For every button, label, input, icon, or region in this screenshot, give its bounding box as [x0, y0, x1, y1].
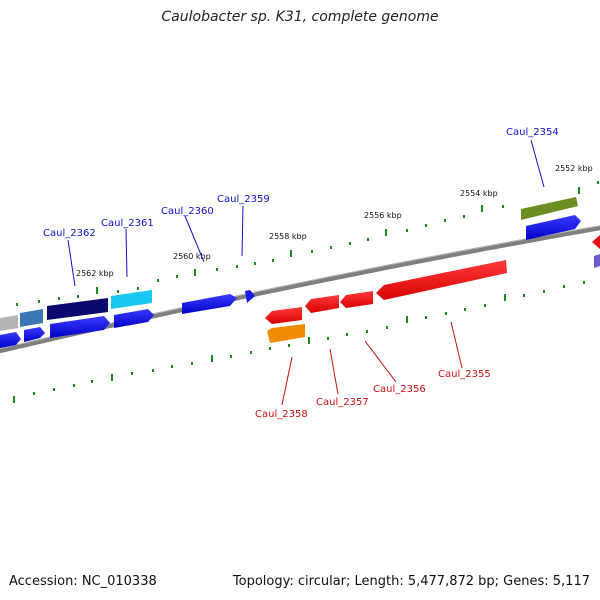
gene-label-forward[interactable]: Caul_2359: [217, 194, 270, 205]
gene-label-forward[interactable]: Caul_2362: [43, 228, 96, 239]
gene-label-reverse[interactable]: Caul_2358: [255, 409, 308, 420]
tick-label: 2552 kbp: [555, 164, 593, 173]
gene-arrow[interactable]: [24, 327, 45, 342]
gene-arrow[interactable]: [594, 254, 600, 268]
gene-arrow[interactable]: [245, 290, 255, 303]
outer-tick-ring: [16, 181, 599, 306]
reverse-genes: [265, 260, 507, 343]
tick-label: 2560 kbp: [173, 252, 211, 261]
gene-arrow[interactable]: [376, 260, 507, 300]
gene-arrow[interactable]: [182, 294, 237, 314]
gene-label-reverse[interactable]: Caul_2356: [373, 384, 426, 395]
forward-genes-row2: [0, 215, 600, 348]
gene-arrow[interactable]: [521, 197, 578, 220]
map-title: Caulobacter sp. K31, complete genome: [161, 9, 439, 25]
tick-label: 2558 kbp: [269, 232, 307, 241]
accession-text: Accession: NC_010338: [9, 574, 157, 589]
gene-arrow[interactable]: [0, 332, 21, 348]
gene-arrow[interactable]: [20, 309, 43, 327]
gene-label-reverse[interactable]: Caul_2355: [438, 369, 491, 380]
gene-label-forward[interactable]: Caul_2360: [161, 206, 214, 217]
gene-arrow[interactable]: [265, 307, 302, 324]
gene-arrow[interactable]: [0, 315, 18, 331]
gene-arrow[interactable]: [267, 324, 305, 343]
forward-gene-labels: [67, 139, 545, 287]
gene-arrow[interactable]: [340, 291, 373, 308]
gene-arrow[interactable]: [111, 290, 152, 309]
gene-label-forward[interactable]: Caul_2361: [101, 218, 154, 229]
forward-genes: [0, 197, 600, 331]
genome-stats-text: Topology: circular; Length: 5,477,872 bp…: [232, 574, 590, 589]
gene-arrow[interactable]: [305, 295, 339, 313]
tick-label: 2562 kbp: [76, 269, 114, 278]
gene-label-forward[interactable]: Caul_2354: [506, 127, 559, 138]
gene-arrow[interactable]: [592, 235, 600, 249]
gene-arrow[interactable]: [47, 298, 108, 320]
reverse-gene-labels: [281, 321, 463, 406]
gene-arrow[interactable]: [50, 316, 110, 338]
inner-tick-ring: [13, 281, 585, 403]
tick-label: 2556 kbp: [364, 211, 402, 220]
tick-label: 2554 kbp: [460, 189, 498, 198]
gene-label-reverse[interactable]: Caul_2357: [316, 397, 369, 408]
gene-arrow[interactable]: [114, 309, 154, 328]
gene-arrow[interactable]: [526, 215, 581, 240]
